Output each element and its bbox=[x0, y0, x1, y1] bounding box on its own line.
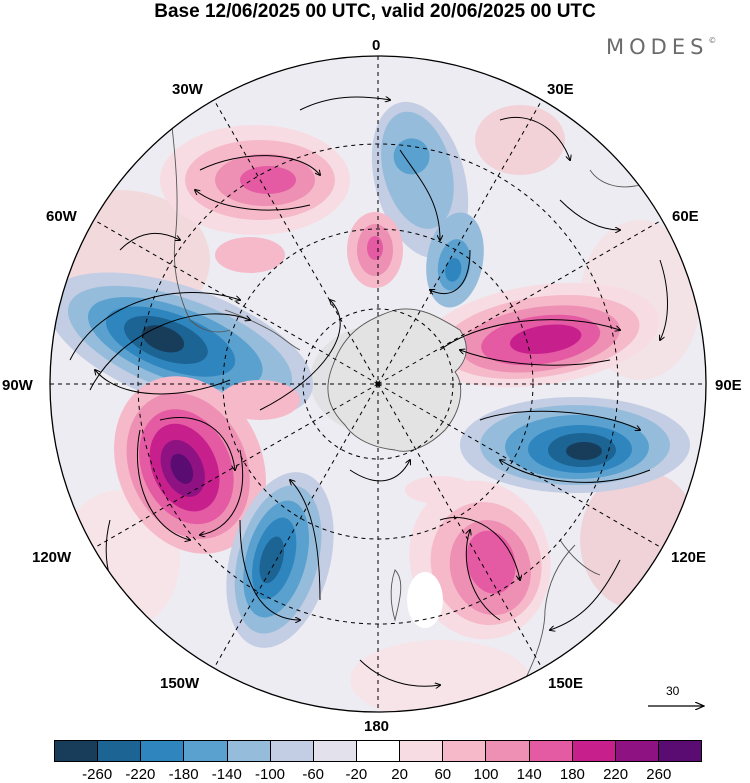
colorbar-cell bbox=[615, 741, 659, 761]
colorbar-cell bbox=[529, 741, 573, 761]
colorbar-tick-label: -180 bbox=[168, 766, 199, 783]
positive-anomaly-60e bbox=[420, 282, 660, 388]
positive-anomaly-30w bbox=[160, 125, 350, 273]
colorbar-tick-label: 100 bbox=[473, 766, 499, 783]
lon-label-150e: 150E bbox=[548, 675, 584, 692]
colorbar-cell bbox=[55, 741, 99, 761]
south-pole-marker bbox=[375, 381, 381, 387]
negative-anomaly-90e bbox=[460, 397, 690, 493]
colorbar-cell bbox=[141, 741, 185, 761]
colorbar-cell bbox=[572, 741, 616, 761]
wind-scale-label: 30 bbox=[666, 684, 680, 698]
colorbar-cell bbox=[658, 741, 702, 761]
colorbar-tick-label: -140 bbox=[211, 766, 242, 783]
colorbar-tick-label: 20 bbox=[391, 766, 408, 783]
negative-anomaly-150w bbox=[226, 472, 334, 648]
lon-label-30w: 30W bbox=[172, 81, 203, 98]
colorbar-cell bbox=[98, 741, 142, 761]
lon-label-150w: 150W bbox=[160, 675, 200, 692]
colorbar-tick-label: -220 bbox=[125, 766, 156, 783]
colorbar-tick-label: 140 bbox=[516, 766, 542, 783]
positive-anomaly-120w bbox=[114, 376, 266, 554]
lon-label-120e: 120E bbox=[671, 549, 707, 566]
colorbar-tick-label: 60 bbox=[434, 766, 452, 783]
lon-label-120w: 120W bbox=[32, 549, 72, 566]
brand-logo: MODES© bbox=[606, 35, 716, 59]
positive-anomaly-small bbox=[347, 212, 403, 288]
brand-mark: © bbox=[708, 36, 717, 45]
colorbar-cell bbox=[270, 741, 314, 761]
lon-label-90e: 90E bbox=[715, 377, 742, 394]
colorbar-cell bbox=[400, 741, 444, 761]
colorbar-tick-label: 180 bbox=[559, 766, 585, 783]
lon-label-0: 0 bbox=[372, 37, 381, 54]
lon-label-90w: 90W bbox=[2, 377, 33, 394]
colorbar-cell bbox=[313, 741, 357, 761]
colorbar-cell bbox=[184, 741, 228, 761]
lon-label-30e: 30E bbox=[547, 81, 574, 98]
map-boundary bbox=[49, 55, 707, 713]
lon-label-60w: 60W bbox=[46, 208, 77, 225]
colorbar-cell bbox=[486, 741, 530, 761]
colorbar-tick-label: -260 bbox=[82, 766, 113, 783]
colorbar-tick-label: 220 bbox=[603, 766, 629, 783]
colorbar-tick-label: -60 bbox=[302, 766, 325, 783]
anomaly-field bbox=[50, 56, 706, 712]
colorbar-tick-label: -100 bbox=[254, 766, 286, 783]
map-title: Base 12/06/2025 00 UTC, valid 20/06/2025… bbox=[154, 1, 596, 22]
colorbar-cell bbox=[227, 741, 271, 761]
coastlines bbox=[169, 109, 641, 691]
negative-anomaly-90w bbox=[50, 272, 314, 418]
lon-label-180: 180 bbox=[364, 718, 390, 735]
colorbar-tick-label: -20 bbox=[345, 766, 368, 783]
colorbar-cell bbox=[356, 741, 401, 761]
lon-label-60e: 60E bbox=[672, 208, 699, 225]
colorbar-cell bbox=[443, 741, 487, 761]
colorbar-tick-label: 260 bbox=[646, 766, 672, 783]
colorbar bbox=[54, 740, 702, 762]
brand-name: MODES bbox=[606, 35, 709, 59]
